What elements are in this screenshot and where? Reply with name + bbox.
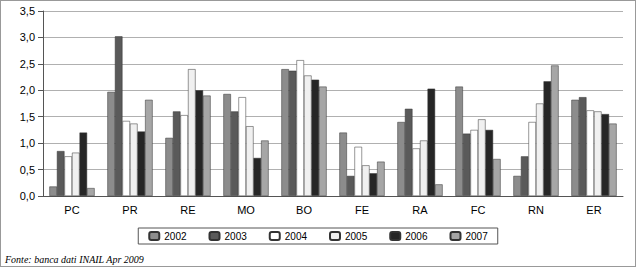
svg-text:2007: 2007 [465, 231, 488, 242]
svg-text:RA: RA [412, 204, 428, 216]
svg-text:3,0: 3,0 [20, 31, 35, 43]
svg-text:2003: 2003 [225, 231, 248, 242]
svg-text:3,5: 3,5 [20, 5, 35, 17]
svg-text:FC: FC [471, 204, 486, 216]
svg-text:1,5: 1,5 [20, 111, 35, 123]
svg-text:MO: MO [237, 204, 255, 216]
svg-text:2,5: 2,5 [20, 58, 35, 70]
svg-text:ER: ER [586, 204, 601, 216]
svg-text:2006: 2006 [405, 231, 428, 242]
svg-text:0,5: 0,5 [20, 164, 35, 176]
svg-text:Fonte: banca dati INAIL Apr 20: Fonte: banca dati INAIL Apr 2009 [4, 254, 144, 265]
svg-text:0,0: 0,0 [20, 190, 35, 202]
svg-text:RE: RE [180, 204, 195, 216]
svg-text:PC: PC [64, 204, 79, 216]
svg-text:BO: BO [296, 204, 312, 216]
svg-text:PR: PR [122, 204, 137, 216]
svg-text:1,0: 1,0 [20, 137, 35, 149]
svg-text:RN: RN [528, 204, 544, 216]
svg-text:2005: 2005 [345, 231, 368, 242]
svg-text:2004: 2004 [285, 231, 308, 242]
svg-text:FE: FE [355, 204, 369, 216]
svg-text:2,0: 2,0 [20, 84, 35, 96]
svg-text:2002: 2002 [164, 231, 187, 242]
